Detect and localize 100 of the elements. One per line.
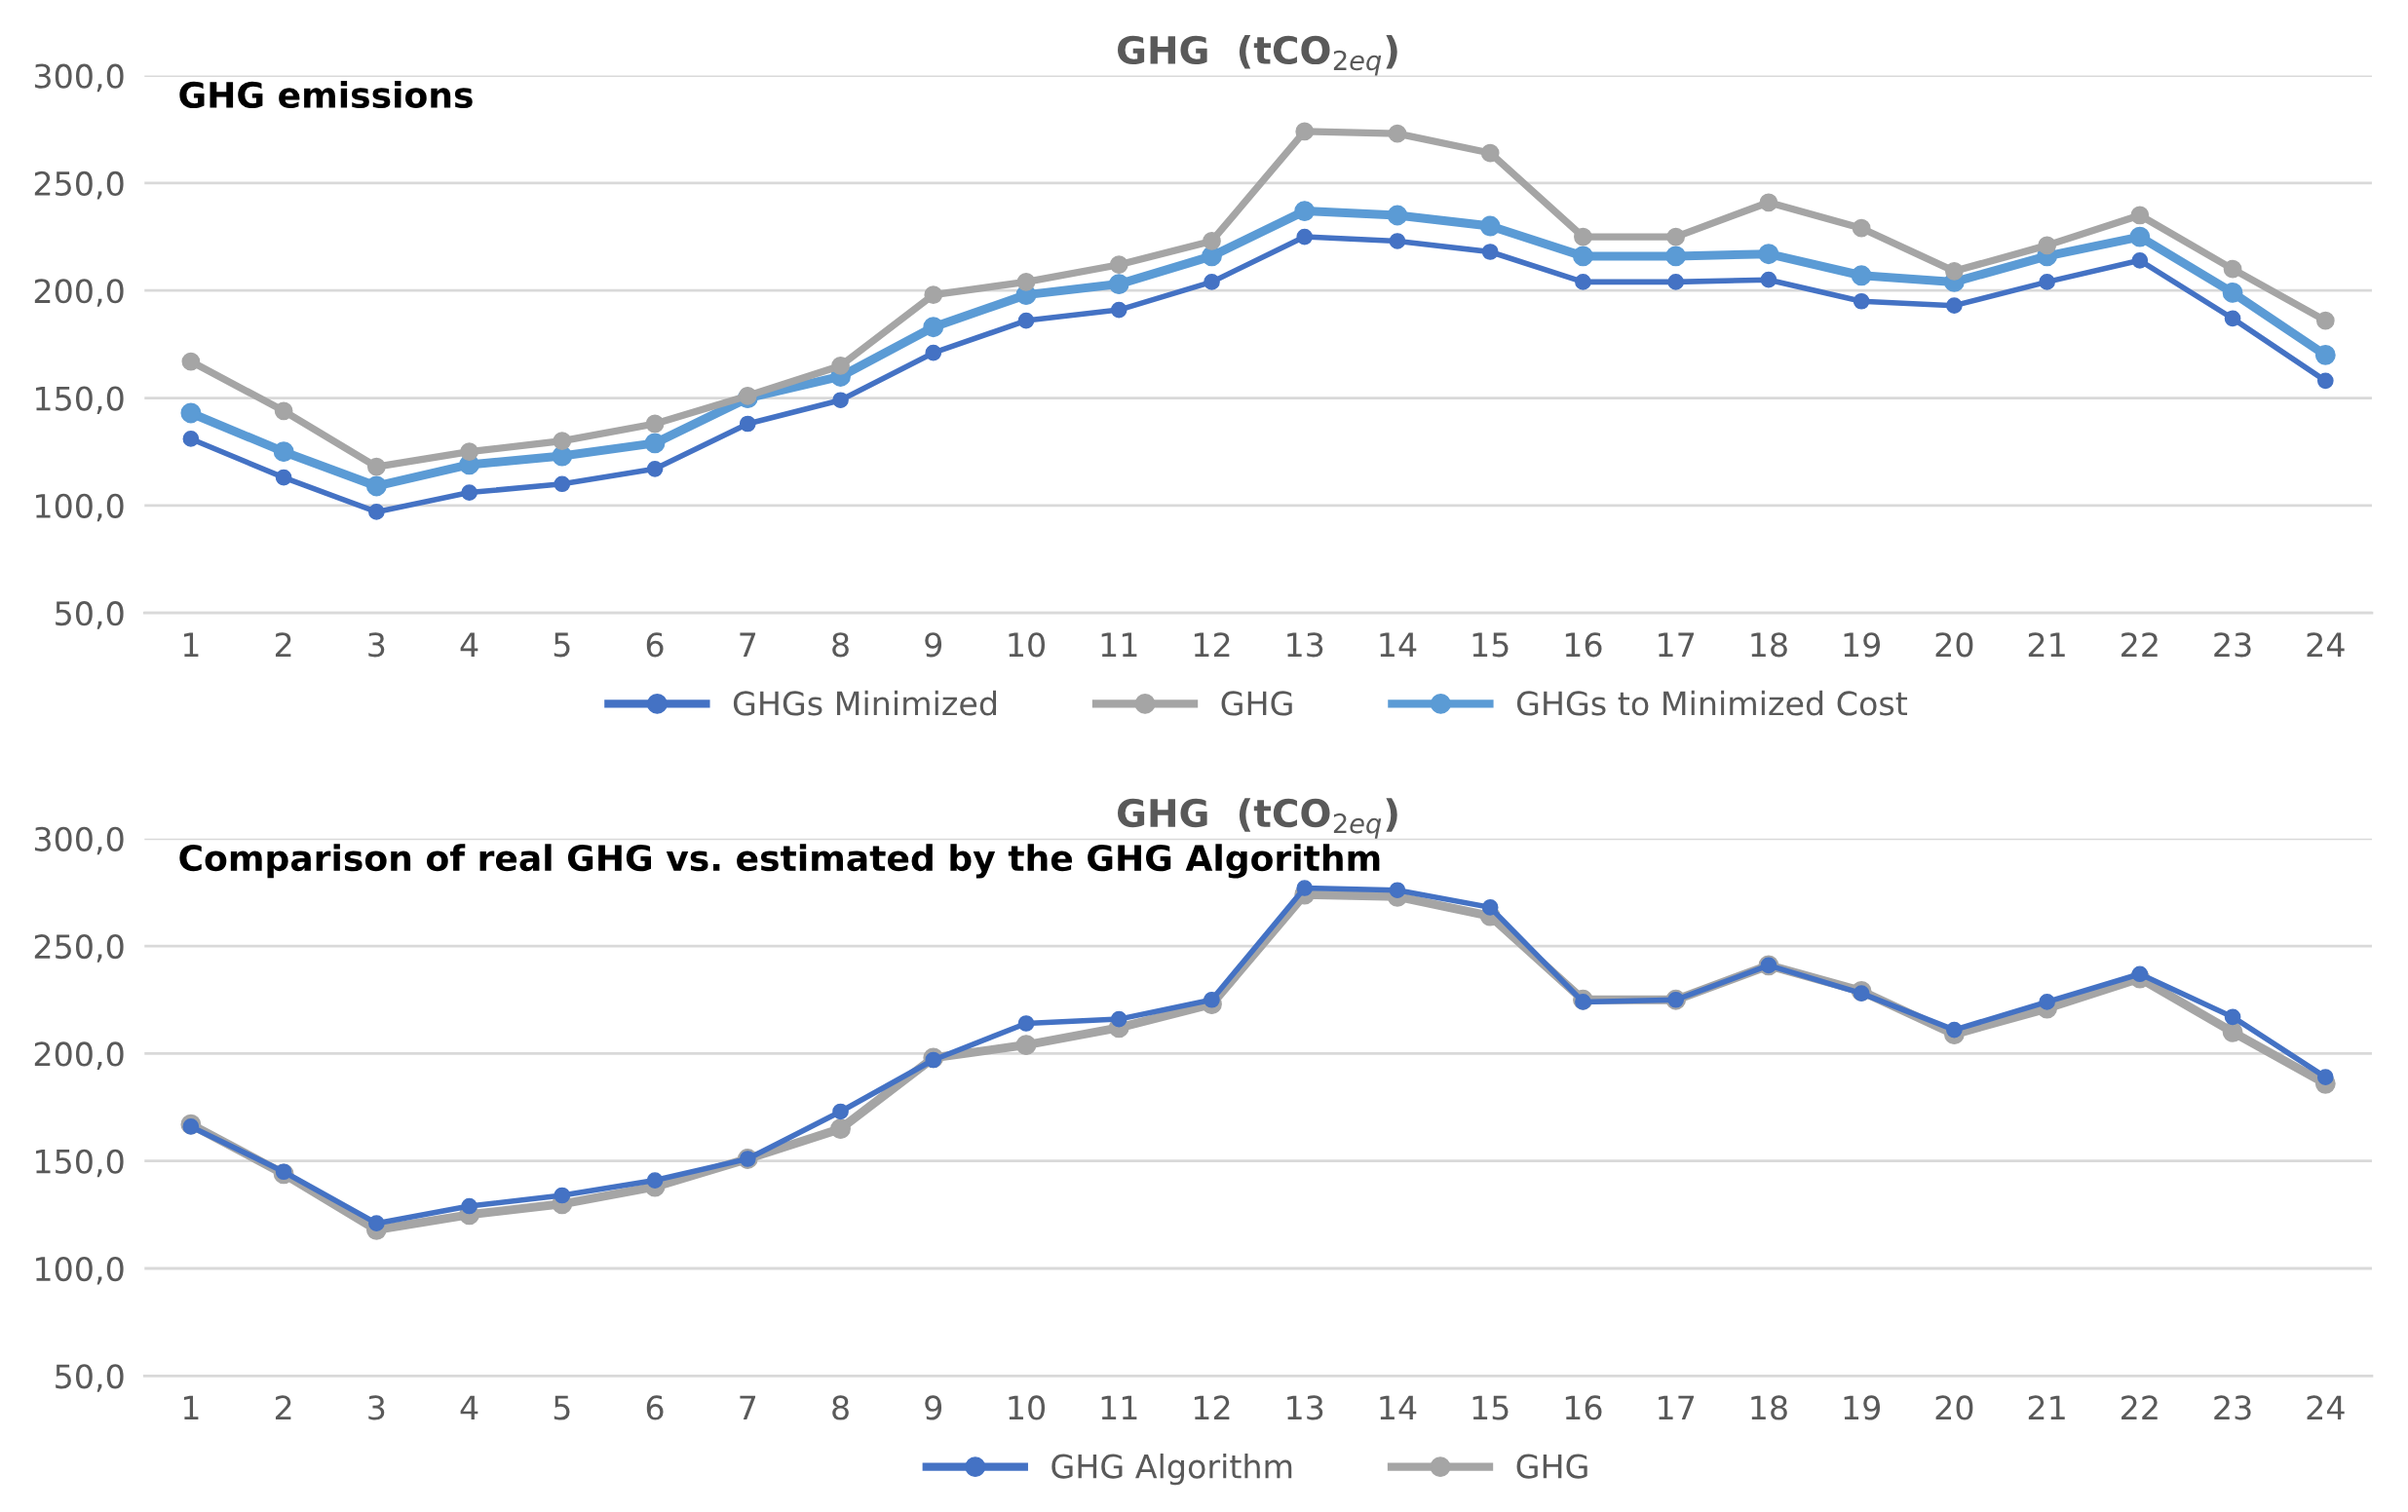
- chart-title: GHG (tCO$_{2eq}$): [1118, 34, 1397, 76]
- point: [923, 317, 944, 338]
- x-tick-label: 11: [1101, 1395, 1137, 1420]
- point: [1479, 215, 1501, 237]
- point: [1108, 274, 1129, 295]
- point: [182, 431, 200, 447]
- x-tick-label: 8: [832, 1395, 849, 1420]
- point: [554, 475, 571, 493]
- point: [2039, 994, 2055, 1010]
- point: [461, 1197, 478, 1215]
- point: [1851, 265, 1872, 286]
- x-tick-label: 12: [1194, 1395, 1230, 1420]
- legend-label: GHGs to Minimized Cost: [1516, 690, 1908, 716]
- point: [644, 433, 666, 454]
- point: [646, 460, 664, 477]
- x-tick-label: 23: [2214, 632, 2251, 658]
- point: [831, 357, 850, 375]
- x-tick-label: 4: [460, 632, 478, 657]
- y-tick-label: 150,0: [36, 386, 124, 415]
- x-tick-label: 16: [1565, 632, 1602, 658]
- point: [1110, 301, 1128, 319]
- x-tick-label: 17: [1659, 632, 1695, 657]
- point: [2038, 236, 2056, 255]
- point: [2039, 274, 2055, 290]
- point: [1109, 255, 1128, 275]
- x-tick-label: 13: [1287, 1395, 1323, 1420]
- point: [1665, 246, 1687, 267]
- y-tick-label: 200,0: [34, 279, 124, 307]
- point: [1296, 880, 1314, 896]
- x-tick-label: 2: [275, 1395, 291, 1420]
- point: [553, 432, 572, 451]
- x-tick-label: 15: [1472, 632, 1509, 658]
- point: [1387, 205, 1408, 226]
- point: [1204, 991, 1220, 1008]
- point: [2316, 1069, 2334, 1085]
- x-tick-label: 7: [740, 1395, 756, 1420]
- y-tick-label: 150,0: [36, 1149, 124, 1178]
- x-tick-label: 16: [1565, 1395, 1602, 1420]
- point: [2315, 311, 2335, 330]
- point: [1667, 274, 1685, 290]
- point: [1946, 1021, 1963, 1039]
- point: [1853, 292, 1870, 310]
- point: [2130, 206, 2150, 225]
- x-tick-label: 8: [832, 632, 849, 658]
- y-tick-label: 300,0: [34, 63, 124, 93]
- point: [1759, 193, 1778, 212]
- point: [366, 457, 386, 476]
- x-tick-label: 10: [1009, 1395, 1045, 1420]
- x-tick-label: 24: [2307, 1395, 2345, 1420]
- x-tick-label: 24: [2307, 632, 2345, 657]
- x-tick-label: 6: [646, 632, 664, 658]
- y-tick-label: 100,0: [36, 1256, 124, 1285]
- x-tick-label: 18: [1751, 1395, 1787, 1420]
- point: [1294, 201, 1316, 222]
- x-tick-label: 21: [2028, 632, 2065, 657]
- point: [1389, 233, 1406, 249]
- point: [554, 1187, 571, 1204]
- point: [739, 415, 756, 433]
- x-tick-label: 12: [1194, 632, 1230, 657]
- point: [832, 1103, 849, 1120]
- point: [1573, 246, 1593, 267]
- point: [830, 1118, 851, 1140]
- point: [275, 469, 292, 486]
- point: [1852, 218, 1871, 238]
- point: [1295, 122, 1315, 141]
- y-tick-label: 300,0: [34, 826, 124, 855]
- point: [368, 504, 385, 520]
- annotation: Comparison of real GHG vs. estimated by the GHG Algorithm: [179, 844, 1380, 879]
- x-tick-label: 7: [740, 632, 756, 657]
- x-tick-label: 1: [183, 1395, 199, 1420]
- point: [182, 1118, 200, 1135]
- point: [274, 401, 293, 421]
- x-tick-label: 19: [1844, 632, 1880, 658]
- point: [1480, 143, 1500, 163]
- point: [1758, 244, 1779, 265]
- x-tick-label: 5: [554, 1395, 570, 1420]
- y-tick-label: 200,0: [34, 1041, 124, 1070]
- point: [832, 392, 849, 409]
- x-tick-label: 2: [275, 632, 291, 657]
- point: [2131, 965, 2149, 983]
- x-tick-label: 18: [1751, 632, 1787, 658]
- point: [365, 475, 387, 497]
- point: [2314, 344, 2336, 365]
- x-tick-label: 11: [1101, 632, 1137, 657]
- x-tick-label: 13: [1287, 632, 1323, 658]
- point: [180, 402, 202, 424]
- point: [2222, 1021, 2243, 1042]
- point: [1574, 227, 1592, 246]
- point: [1389, 882, 1406, 899]
- point: [1944, 261, 1964, 281]
- point: [2316, 372, 2334, 390]
- x-tick-label: 3: [368, 1395, 385, 1420]
- point: [273, 441, 294, 463]
- point: [1110, 1010, 1128, 1028]
- x-tick-label: 17: [1659, 1395, 1695, 1420]
- x-tick-label: 6: [646, 1395, 664, 1420]
- point: [1015, 1035, 1037, 1055]
- x-tick-label: 20: [1935, 632, 1973, 658]
- point: [1760, 271, 1777, 288]
- point: [2223, 259, 2242, 279]
